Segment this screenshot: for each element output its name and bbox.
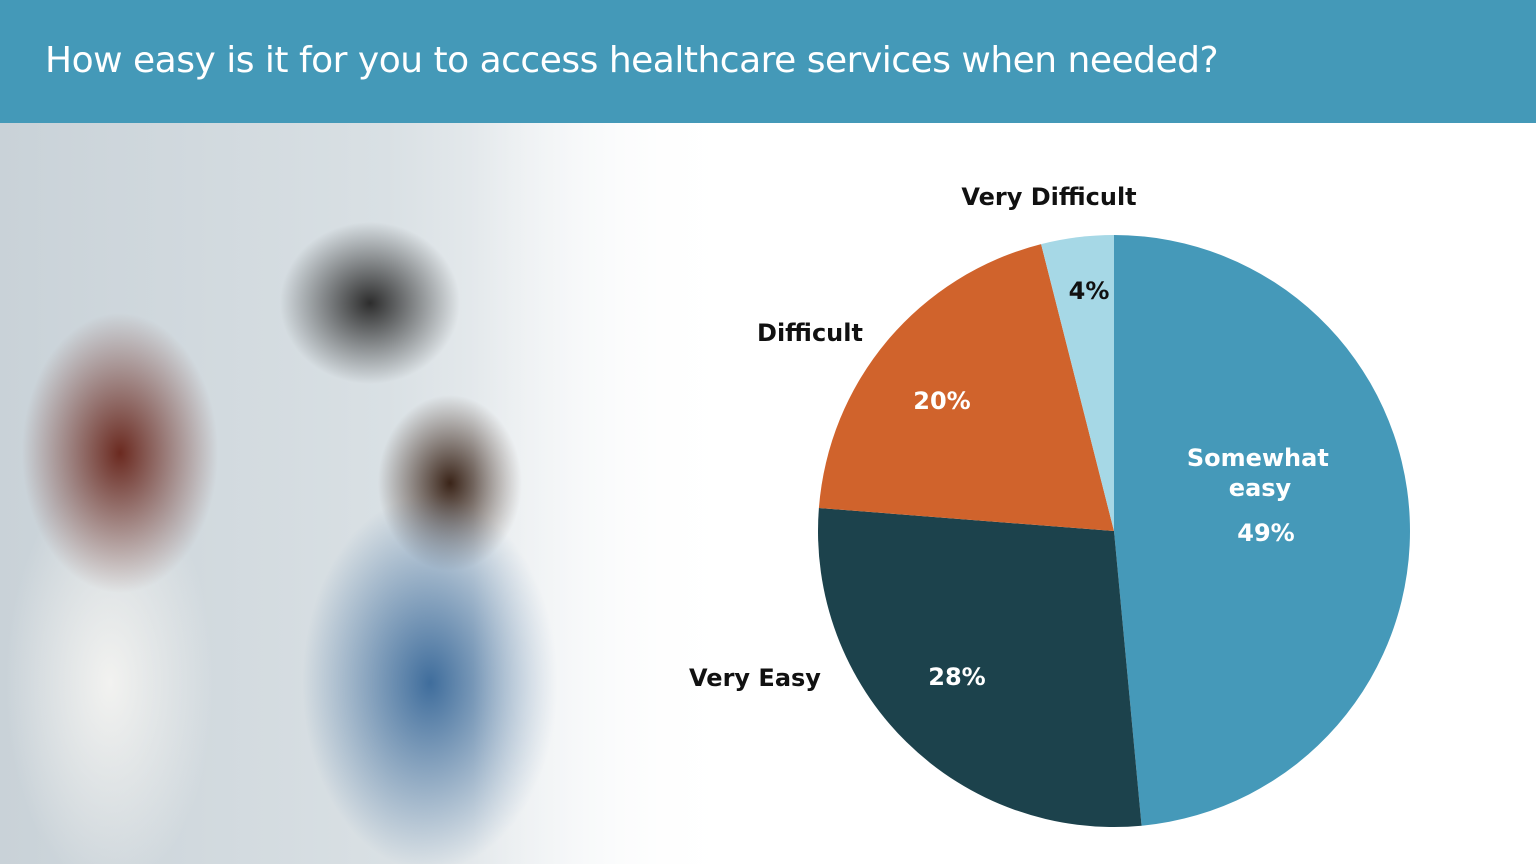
value-label-very-difficult: 4%: [1069, 277, 1110, 305]
pie-slice-very-easy: [818, 508, 1142, 827]
slice-label-very-difficult: Very Difficult: [961, 183, 1136, 211]
slice-label-difficult: Difficult: [757, 319, 863, 347]
slice-label-somewhat-easy: Somewhat easy: [1187, 444, 1337, 502]
pie-slice-difficult: [818, 244, 1114, 531]
slice-label-very-easy: Very Easy: [689, 664, 821, 692]
pie-slice-very-difficult: [1041, 235, 1114, 531]
photo-fade-overlay: [0, 123, 860, 864]
value-label-very-easy: 28%: [928, 663, 985, 691]
value-label-difficult: 20%: [913, 387, 970, 415]
value-label-somewhat-easy: 49%: [1237, 519, 1294, 547]
page-title: How easy is it for you to access healthc…: [45, 40, 1219, 81]
title-banner: How easy is it for you to access healthc…: [0, 0, 1536, 123]
pie-slice-somewhat-easy: [1114, 235, 1411, 826]
